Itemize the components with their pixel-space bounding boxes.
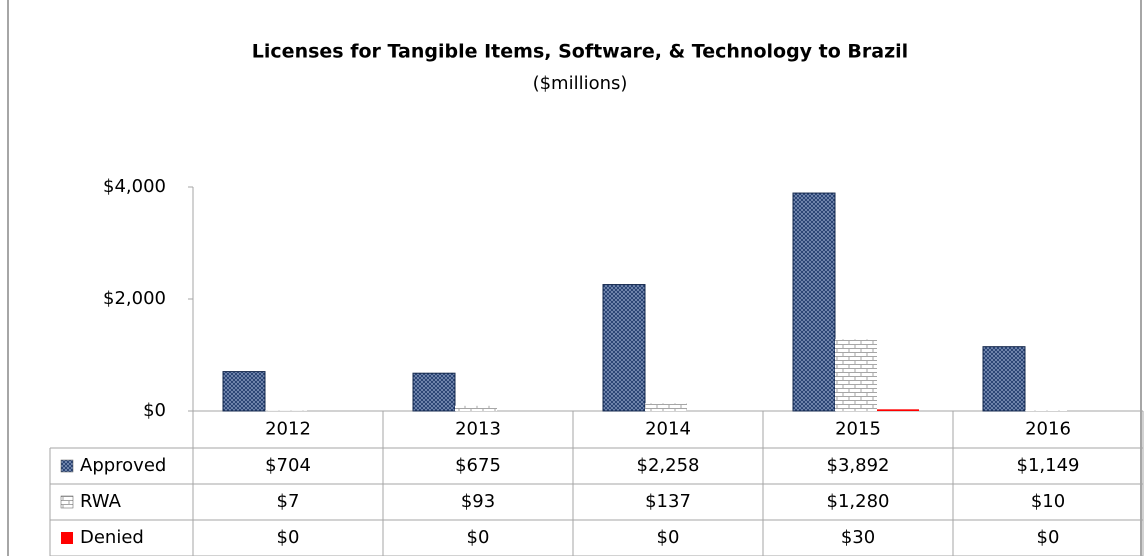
x-tick-label: 2012 xyxy=(265,419,311,440)
data-label: $7 xyxy=(277,491,300,512)
bar xyxy=(222,371,266,412)
data-label: $0 xyxy=(1037,527,1060,548)
data-label: $704 xyxy=(265,455,311,476)
data-label: $93 xyxy=(461,491,495,512)
bar xyxy=(1025,410,1067,411)
y-tick-label: $0 xyxy=(143,400,166,421)
bar xyxy=(455,405,497,411)
bar xyxy=(982,346,1026,412)
legend-key xyxy=(60,495,74,509)
data-label: $0 xyxy=(277,527,300,548)
data-label: $675 xyxy=(455,455,501,476)
data-label: $1,149 xyxy=(1017,455,1080,476)
chart-subtitle: ($millions) xyxy=(533,73,628,94)
chart-border xyxy=(7,0,1142,556)
y-tick-label: $2,000 xyxy=(103,288,166,309)
legend-label: Denied xyxy=(80,527,144,548)
data-label: $137 xyxy=(645,491,691,512)
data-label: $1,280 xyxy=(827,491,890,512)
x-tick-label: 2013 xyxy=(455,419,501,440)
x-tick-label: 2014 xyxy=(645,419,691,440)
y-tick-label: $4,000 xyxy=(103,176,166,197)
bar xyxy=(645,403,687,411)
data-label: $10 xyxy=(1031,491,1065,512)
legend-key xyxy=(60,459,74,473)
bar xyxy=(792,192,836,412)
bar xyxy=(877,409,919,411)
data-label: $30 xyxy=(841,527,875,548)
x-tick-label: 2015 xyxy=(835,419,881,440)
bar xyxy=(602,284,646,412)
legend-key xyxy=(61,532,73,544)
data-label: $0 xyxy=(657,527,680,548)
data-label: $3,892 xyxy=(827,455,890,476)
x-tick-label: 2016 xyxy=(1025,419,1071,440)
legend-label: RWA xyxy=(80,491,122,512)
bar xyxy=(835,339,877,411)
chart-title: Licenses for Tangible Items, Software, &… xyxy=(252,41,908,63)
data-label: $2,258 xyxy=(637,455,700,476)
bar xyxy=(412,372,456,412)
data-label: $0 xyxy=(467,527,490,548)
legend-label: Approved xyxy=(80,455,166,476)
